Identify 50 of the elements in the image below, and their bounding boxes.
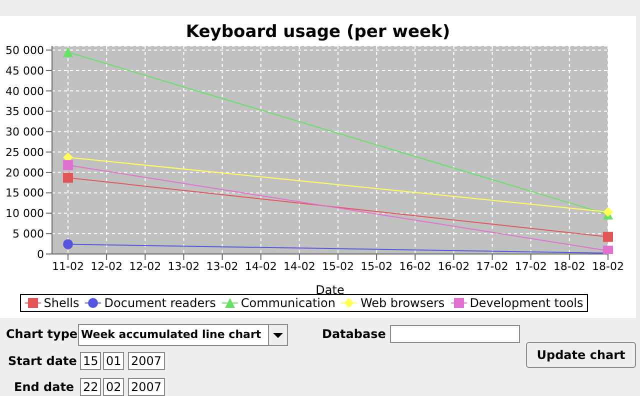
- y-tick-label: 35 000: [6, 105, 44, 118]
- x-tick-label: 14-02: [283, 260, 316, 273]
- legend-label: Communication: [240, 296, 336, 310]
- x-tick-label: 16-02: [438, 260, 470, 273]
- text: Database: [322, 327, 386, 341]
- text: Start date: [8, 354, 77, 368]
- point: [63, 172, 73, 183]
- x-tick-label: 16-02: [399, 260, 432, 273]
- text: 01: [103, 352, 124, 370]
- x-tick-label: 12-02: [90, 260, 123, 273]
- x-tick-label: 17-02: [476, 260, 508, 273]
- y-tick-label: 0: [37, 248, 44, 261]
- x-tick-label: 15-02: [360, 260, 393, 273]
- x-axis-title: Date: [316, 283, 344, 297]
- text: 02: [103, 378, 124, 396]
- y-tick-label: 30 000: [6, 126, 44, 139]
- x-tick-label: 11-02: [52, 260, 84, 273]
- point: [603, 232, 613, 242]
- y-tick-label: 15 000: [6, 186, 44, 200]
- x-tick-label: 15-02: [322, 260, 354, 273]
- point: [63, 160, 73, 170]
- point: [63, 239, 73, 250]
- text: 22: [80, 378, 102, 396]
- x-tick-label: 18-02: [592, 260, 624, 273]
- x-tick-label: 13-02: [206, 260, 238, 273]
- y-tick-label: 25 000: [6, 146, 44, 159]
- legend-label: Web browsers: [359, 296, 445, 310]
- text: 15: [80, 352, 102, 370]
- text: 2007: [128, 352, 165, 370]
- y-tick-label: 40 000: [6, 84, 44, 98]
- x-tick-label: 14-02: [244, 260, 277, 273]
- y-tick-label: 50 000: [6, 44, 44, 57]
- chart-title: Keyboard usage (per week): [184, 22, 452, 42]
- y-tick-label: 10 000: [6, 207, 44, 220]
- x-tick-label: 17-02: [514, 260, 547, 273]
- text: End date: [14, 380, 74, 394]
- y-tick-label: 5 000: [12, 228, 44, 241]
- text: Week accumulated line chart: [78, 324, 270, 346]
- legend-label: Development tools: [468, 296, 584, 310]
- x-tick-label: 12-02: [129, 260, 162, 273]
- text: Update chart: [526, 342, 636, 368]
- text: Chart type: [6, 327, 78, 341]
- x-tick-label: 13-02: [168, 260, 200, 273]
- point: [603, 246, 613, 254]
- x-tick-label: 18-02: [553, 260, 586, 273]
- legend-label: Shells: [42, 296, 80, 310]
- legend-label: Document readers: [103, 296, 216, 310]
- text: 2007: [128, 378, 165, 396]
- y-tick-label: 45 000: [6, 64, 44, 78]
- y-tick-label: 20 000: [6, 166, 44, 180]
